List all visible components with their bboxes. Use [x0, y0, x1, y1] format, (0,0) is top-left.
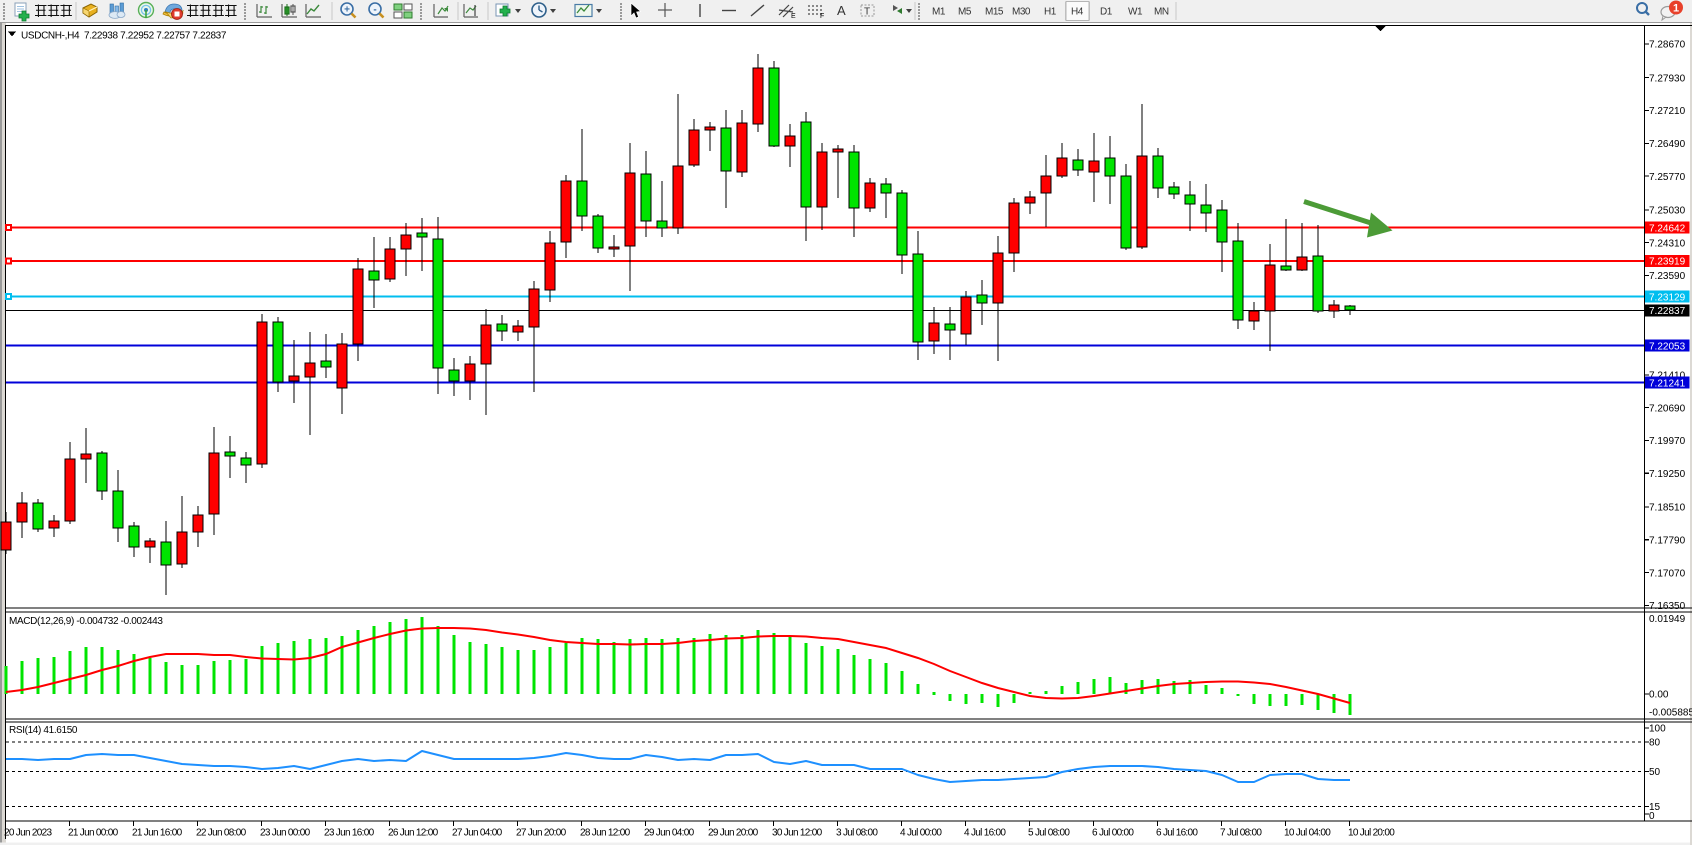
svg-text:15: 15: [1649, 802, 1661, 813]
svg-text:-: -: [373, 5, 376, 16]
svg-text:0.01949: 0.01949: [1649, 614, 1686, 625]
svg-text:29 Jun 04:00: 29 Jun 04:00: [644, 828, 695, 839]
svg-text:+: +: [344, 5, 350, 16]
svg-text:USDCNH-,H4 7.22938 7.22952 7.: USDCNH-,H4 7.22938 7.22952 7.22757 7.228…: [21, 31, 227, 42]
svg-text:T: T: [864, 7, 870, 18]
svg-text:7.22053: 7.22053: [1649, 341, 1686, 352]
svg-text:7 Jul 08:00: 7 Jul 08:00: [1220, 828, 1262, 839]
svg-text:7.24642: 7.24642: [1649, 224, 1686, 235]
svg-text:7.23919: 7.23919: [1649, 257, 1686, 268]
svg-text:7.24310: 7.24310: [1649, 238, 1686, 249]
svg-text:21 Jun 00:00: 21 Jun 00:00: [68, 828, 119, 839]
svg-text:7.25770: 7.25770: [1649, 172, 1686, 183]
svg-text:6 Jul 00:00: 6 Jul 00:00: [1092, 828, 1134, 839]
svg-text:5 Jul 08:00: 5 Jul 08:00: [1028, 828, 1070, 839]
svg-text:21 Jun 16:00: 21 Jun 16:00: [132, 828, 183, 839]
svg-text:4 Jul 16:00: 4 Jul 16:00: [964, 828, 1006, 839]
svg-text:7.23590: 7.23590: [1649, 271, 1686, 282]
svg-text:23 Jun 16:00: 23 Jun 16:00: [324, 828, 375, 839]
svg-text:7.27210: 7.27210: [1649, 106, 1686, 117]
svg-text:27 Jun 20:00: 27 Jun 20:00: [516, 828, 567, 839]
svg-text:28 Jun 12:00: 28 Jun 12:00: [580, 828, 631, 839]
svg-text:30 Jun 12:00: 30 Jun 12:00: [772, 828, 823, 839]
svg-text:22 Jun 08:00: 22 Jun 08:00: [196, 828, 247, 839]
svg-text:D1: D1: [1100, 7, 1113, 18]
svg-text:M1: M1: [932, 7, 946, 18]
svg-text:27 Jun 04:00: 27 Jun 04:00: [452, 828, 503, 839]
svg-text:0: 0: [1649, 811, 1655, 822]
svg-text:RSI(14) 41.6150: RSI(14) 41.6150: [9, 725, 78, 736]
svg-text:4 Jul 00:00: 4 Jul 00:00: [900, 828, 942, 839]
svg-text:29 Jun 20:00: 29 Jun 20:00: [708, 828, 759, 839]
svg-text:7.16350: 7.16350: [1649, 601, 1686, 612]
svg-text:7.18510: 7.18510: [1649, 503, 1686, 514]
svg-text:E: E: [791, 13, 796, 20]
svg-text:7.17070: 7.17070: [1649, 568, 1686, 579]
svg-text:7.25030: 7.25030: [1649, 206, 1686, 217]
svg-text:7.27930: 7.27930: [1649, 73, 1686, 84]
svg-text:6 Jul 16:00: 6 Jul 16:00: [1156, 828, 1198, 839]
svg-text:7.21410: 7.21410: [1649, 371, 1686, 382]
svg-text:7.17790: 7.17790: [1649, 535, 1686, 546]
svg-text:H4: H4: [1071, 7, 1084, 18]
svg-text:7.26490: 7.26490: [1649, 139, 1686, 150]
svg-text:80: 80: [1649, 738, 1661, 749]
svg-text:100: 100: [1649, 724, 1666, 735]
svg-text:26 Jun 12:00: 26 Jun 12:00: [388, 828, 439, 839]
svg-text:7.19970: 7.19970: [1649, 436, 1686, 447]
svg-text:1: 1: [1673, 3, 1679, 15]
svg-text:7.19250: 7.19250: [1649, 469, 1686, 480]
svg-text:M30: M30: [1012, 7, 1031, 18]
svg-text:MN: MN: [1154, 7, 1169, 18]
svg-text:MACD(12,26,9) -0.004732 -0.002: MACD(12,26,9) -0.004732 -0.002443: [9, 616, 163, 627]
svg-text:7.21241: 7.21241: [1649, 378, 1686, 389]
svg-text:20 Jun 2023: 20 Jun 2023: [4, 828, 52, 839]
svg-text:10 Jul 20:00: 10 Jul 20:00: [1348, 828, 1395, 839]
svg-text:-0.005885: -0.005885: [1649, 708, 1692, 719]
svg-text:H1: H1: [1044, 7, 1057, 18]
svg-text:M5: M5: [958, 7, 972, 18]
svg-text:23 Jun 00:00: 23 Jun 00:00: [260, 828, 311, 839]
svg-text:7.20690: 7.20690: [1649, 403, 1686, 414]
svg-text:7.22837: 7.22837: [1649, 306, 1686, 317]
svg-text:0.00: 0.00: [1649, 689, 1669, 700]
svg-text:W1: W1: [1128, 7, 1143, 18]
svg-text:A: A: [837, 3, 846, 18]
svg-text:F: F: [820, 13, 824, 20]
svg-text:50: 50: [1649, 767, 1661, 778]
svg-text:M15: M15: [985, 7, 1004, 18]
svg-text:3 Jul 08:00: 3 Jul 08:00: [836, 828, 878, 839]
svg-text:7.28670: 7.28670: [1649, 40, 1686, 51]
svg-text:10 Jul 04:00: 10 Jul 04:00: [1284, 828, 1331, 839]
svg-text:7.23129: 7.23129: [1649, 292, 1686, 303]
